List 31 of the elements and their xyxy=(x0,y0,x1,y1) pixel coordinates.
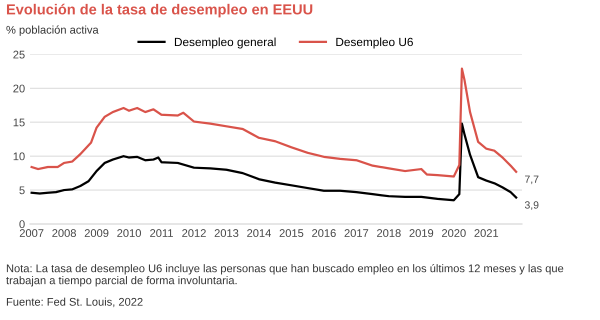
annotation: 3,9 xyxy=(524,201,538,210)
x-tick-label: 2019 xyxy=(410,229,434,238)
x-tick-label: 2018 xyxy=(377,229,401,238)
x-tick-label: 2016 xyxy=(312,229,336,238)
x-tick-label: 2007 xyxy=(20,229,44,238)
chart-subtitle: % población activa xyxy=(6,25,99,36)
x-tick-label: 2020 xyxy=(442,229,466,238)
x-tick-label: 2021 xyxy=(474,229,498,238)
annotation: 7,7 xyxy=(525,176,538,184)
x-tick-label: 2012 xyxy=(182,229,206,238)
line-series xyxy=(30,68,518,178)
x-tick-label: 2011 xyxy=(150,229,173,238)
x-tick-label: 2015 xyxy=(280,229,304,238)
y-tick-label: 10 xyxy=(14,152,25,160)
y-tick-label: 15 xyxy=(14,118,25,126)
y-tick-label: 20 xyxy=(13,84,25,92)
legend-label: Desempleo general xyxy=(174,37,276,48)
line-series xyxy=(30,122,518,202)
x-tick-label: 2014 xyxy=(247,229,271,238)
y-tick-label: 25 xyxy=(13,50,25,59)
x-tick-label: 2009 xyxy=(84,229,108,238)
source-note: Fuente: Fed St. Louis, 2022 xyxy=(6,298,143,308)
x-tick-label: 2013 xyxy=(214,229,238,238)
x-tick-label: 2010 xyxy=(117,229,141,238)
x-tick-label: 2017 xyxy=(344,229,368,238)
chart-title: Evolución de la tasa de desempleo en EEUU xyxy=(6,4,312,18)
legend-label: Desempleo U6 xyxy=(336,37,413,48)
x-tick-label: 2008 xyxy=(52,229,76,238)
y-tick-label: 5 xyxy=(19,186,25,194)
text: Nota: La tasa de desempleo U6 incluye las personas que han buscado empleo en los últimos 12 meses y las que trabajan a tiempo parcial de forma involuntaria. xyxy=(6,264,564,286)
y-tick-label: 0 xyxy=(19,220,25,228)
